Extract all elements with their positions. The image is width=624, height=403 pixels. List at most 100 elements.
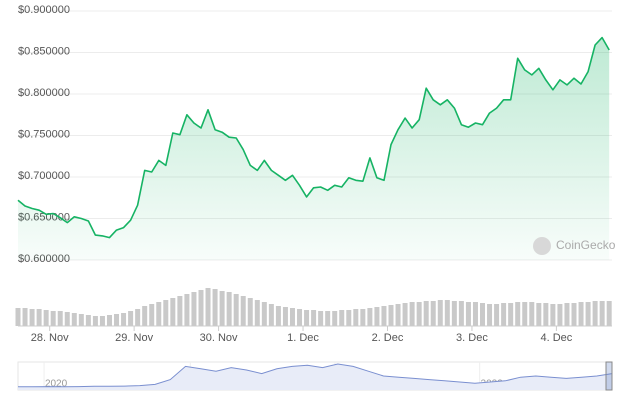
volume-bar xyxy=(571,303,577,326)
volume-bar xyxy=(578,302,584,326)
volume-bar xyxy=(191,292,197,326)
volume-bar xyxy=(451,301,457,326)
volume-bar xyxy=(205,288,211,326)
volume-bar xyxy=(388,305,394,326)
volume-bar xyxy=(501,303,507,326)
volume-bar xyxy=(128,311,134,326)
volume-bar xyxy=(92,316,98,326)
volume-bar xyxy=(282,307,288,326)
volume-bar xyxy=(550,304,556,326)
x-tick-label: 28. Nov xyxy=(31,332,69,344)
volume-bar xyxy=(50,311,56,326)
volume-bar xyxy=(494,304,500,326)
volume-bar xyxy=(304,310,310,326)
volume-bar xyxy=(177,296,183,326)
volume-bar xyxy=(346,310,352,326)
volume-bar xyxy=(325,311,331,326)
volume-bar xyxy=(423,301,429,326)
volume-bar xyxy=(212,289,218,326)
volume-bar xyxy=(240,296,246,326)
volume-bar xyxy=(480,303,486,326)
volume-bar xyxy=(444,300,450,326)
volume-bar xyxy=(85,315,91,326)
volume-bar xyxy=(353,309,359,326)
watermark: CoinGecko xyxy=(533,237,616,255)
volume-bar xyxy=(360,309,366,326)
volume-bar xyxy=(64,312,70,326)
volume-bar xyxy=(114,314,120,326)
volume-bar xyxy=(247,298,253,326)
volume-bar xyxy=(381,306,387,326)
volume-bar xyxy=(226,292,232,326)
volume-bar xyxy=(57,311,63,326)
volume-bar xyxy=(339,310,345,326)
x-tick-label: 1. Dec xyxy=(287,332,319,344)
volume-bar xyxy=(487,304,493,326)
price-line xyxy=(17,36,610,239)
volume-bar xyxy=(268,304,274,326)
y-tick-label: $0.750000 xyxy=(18,128,70,140)
volume-bar xyxy=(149,304,155,326)
volume-bar xyxy=(402,303,408,326)
navigator-area xyxy=(18,364,612,390)
volume-bar xyxy=(409,302,415,326)
volume-bar xyxy=(219,291,225,326)
volume-bar xyxy=(416,302,422,326)
volume-bar xyxy=(99,316,105,326)
volume-bar xyxy=(585,302,591,326)
x-tick-label: 3. Dec xyxy=(456,332,488,344)
navigator-label: 2020 xyxy=(45,379,68,390)
watermark-text: CoinGecko xyxy=(556,238,616,252)
volume-bar xyxy=(71,313,77,326)
volume-bar xyxy=(261,302,267,326)
volume-bar xyxy=(297,309,303,326)
volume-bar xyxy=(599,301,605,326)
volume-bar xyxy=(508,303,514,326)
volume-bar xyxy=(430,301,436,326)
volume-bar xyxy=(515,302,521,326)
volume-bar xyxy=(15,308,21,326)
volume-bar xyxy=(332,311,338,326)
volume-bar xyxy=(458,301,464,326)
volume-bar xyxy=(163,300,169,326)
volume-bar xyxy=(472,302,478,326)
volume-bar xyxy=(29,309,35,326)
navigator-window xyxy=(605,361,613,391)
volume-bar xyxy=(536,303,542,326)
volume-bar xyxy=(374,307,380,326)
volume-bar xyxy=(543,303,549,326)
volume-bar xyxy=(156,302,162,326)
x-tick-label: 29. Nov xyxy=(115,332,153,344)
volume-bar xyxy=(437,300,443,326)
y-tick-label: $0.900000 xyxy=(18,4,70,16)
volume-bar xyxy=(311,310,317,326)
volume-bar xyxy=(43,310,49,326)
volume-bar xyxy=(395,304,401,326)
volume-bar xyxy=(318,311,324,326)
y-tick-label: $0.850000 xyxy=(18,45,70,57)
y-tick-label: $0.700000 xyxy=(18,170,70,182)
volume-bar xyxy=(367,308,373,326)
volume-bar xyxy=(106,315,112,326)
x-tick-label: 2. Dec xyxy=(372,332,404,344)
volume-bar xyxy=(233,294,239,326)
volume-bar xyxy=(465,302,471,326)
area-fill xyxy=(18,37,610,260)
x-tick-label: 4. Dec xyxy=(541,332,573,344)
volume-bar xyxy=(198,290,204,326)
volume-bar xyxy=(170,298,176,326)
volume-bar xyxy=(592,301,598,326)
volume-bar xyxy=(606,301,612,326)
volume-bar xyxy=(289,308,295,326)
navigator-line xyxy=(18,363,613,388)
volume-bar xyxy=(254,300,260,326)
volume-bar xyxy=(184,294,190,326)
x-tick-label: 30. Nov xyxy=(200,332,238,344)
volume-bar xyxy=(36,309,42,326)
volume-bar xyxy=(522,302,528,326)
volume-bar xyxy=(22,308,28,326)
volume-bar xyxy=(135,309,141,326)
volume-bar xyxy=(529,302,535,326)
volume-bar xyxy=(564,303,570,326)
